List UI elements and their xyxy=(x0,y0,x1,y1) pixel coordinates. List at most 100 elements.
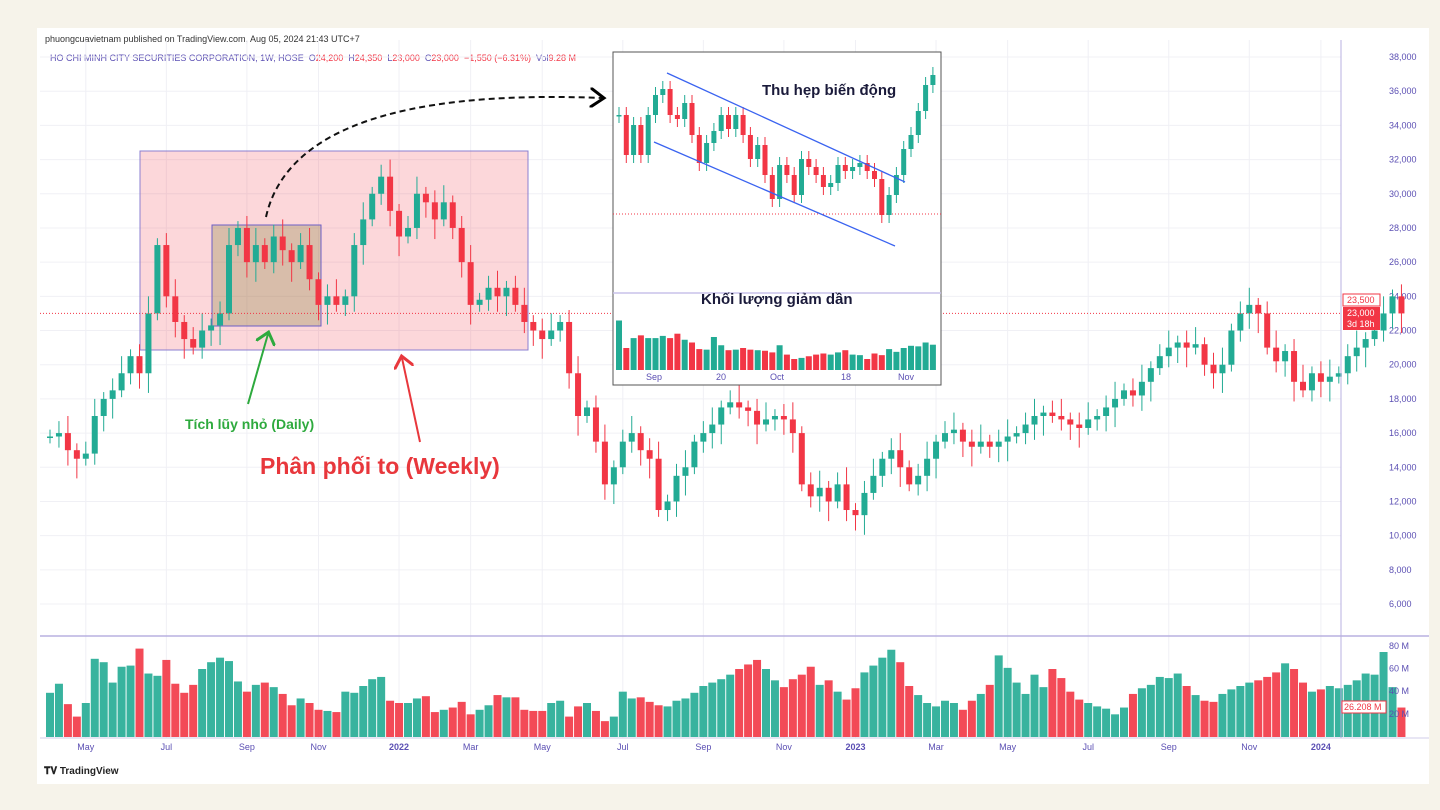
volume-bar xyxy=(708,682,717,737)
candle-body xyxy=(771,415,778,420)
volume-bar xyxy=(1102,708,1111,737)
inset-volume-bar xyxy=(929,344,936,370)
volume-tick: 20 M xyxy=(1389,709,1409,719)
time-tick: Sep xyxy=(695,742,711,752)
candle-body xyxy=(485,287,492,300)
inset-volume-bar xyxy=(681,339,688,370)
inset-candle-body xyxy=(872,171,877,179)
candle-body xyxy=(1201,344,1208,365)
volume-bar xyxy=(618,691,627,737)
volume-bar xyxy=(887,649,896,737)
candle-body xyxy=(1049,412,1056,416)
candle-body xyxy=(190,339,197,348)
candle-body xyxy=(288,250,295,263)
volume-bar xyxy=(1227,689,1236,737)
candle-body xyxy=(163,245,170,297)
candle-body xyxy=(682,467,689,476)
volume-bar xyxy=(636,697,645,737)
candle-body xyxy=(82,453,89,459)
candle-body xyxy=(1308,373,1315,391)
countdown-label: 3d 18h xyxy=(1347,319,1375,329)
inset-volume-bar xyxy=(813,354,820,370)
candle-body xyxy=(243,227,250,263)
inset-candle-body xyxy=(835,165,841,183)
inset-volume-bar xyxy=(725,350,732,370)
volume-bar xyxy=(654,705,663,737)
volume-bar xyxy=(905,686,914,737)
inset-candle-body xyxy=(696,135,702,163)
volume-bar xyxy=(484,705,493,737)
candle-body xyxy=(1282,351,1289,362)
candle-body xyxy=(575,373,582,416)
volume-bar xyxy=(296,698,305,737)
volume-bar xyxy=(824,680,833,737)
volume-bar xyxy=(779,687,788,737)
inset-channel-upper xyxy=(666,72,906,183)
volume-bar xyxy=(502,697,511,737)
inset-candle-body xyxy=(842,165,848,171)
volume-tick: 80 M xyxy=(1389,641,1409,651)
volume-bar xyxy=(806,666,815,737)
candle-body xyxy=(673,475,680,502)
candle-body xyxy=(548,330,555,340)
inset-candle-body xyxy=(645,115,651,155)
candle-body xyxy=(1362,339,1369,348)
volume-bar xyxy=(1245,682,1254,737)
inset-volume-bar xyxy=(645,338,652,370)
candle-body xyxy=(199,330,206,348)
inset-volume-bar xyxy=(652,338,659,370)
volume-bar xyxy=(932,706,941,737)
inset-volume-bar xyxy=(747,349,754,370)
volume-bar xyxy=(609,716,618,737)
volume-bar xyxy=(117,666,126,737)
inset-time-tick: Sep xyxy=(646,372,662,382)
candle-body xyxy=(118,373,125,391)
candle-body xyxy=(995,441,1002,447)
volume-bar xyxy=(54,683,63,737)
volume-bar xyxy=(529,710,538,737)
candle-body xyxy=(1040,412,1047,416)
distribution-zone xyxy=(139,150,529,351)
volume-value: 9.28 M xyxy=(548,53,577,63)
volume-bar xyxy=(556,700,565,737)
candle-body xyxy=(1371,330,1378,340)
candle-body xyxy=(145,313,152,374)
volume-bar xyxy=(457,701,466,737)
volume-bar xyxy=(368,679,377,737)
price-tick: 22,000 xyxy=(1389,326,1417,336)
volume-bar xyxy=(430,712,439,737)
inset-volume-bar xyxy=(659,335,666,370)
candle-body xyxy=(387,176,394,211)
volume-bar xyxy=(1325,686,1334,737)
volume-bar xyxy=(949,703,958,737)
candle-body xyxy=(1058,415,1065,420)
time-tick: 2024 xyxy=(1311,742,1331,752)
volume-bar xyxy=(1334,688,1343,737)
inset-volume-bar xyxy=(769,352,776,370)
candle-body xyxy=(807,484,814,497)
candle-body xyxy=(333,296,340,305)
inset-candle-body xyxy=(799,159,804,195)
symbol-name[interactable]: HO CHI MINH CITY SECURITIES CORPORATION,… xyxy=(50,53,304,63)
volume-bar xyxy=(278,693,287,737)
candle-body xyxy=(512,287,519,305)
candle-body xyxy=(1067,419,1074,425)
volume-bar xyxy=(851,688,860,737)
candle-body xyxy=(109,390,116,399)
inset-volume-bar xyxy=(842,350,849,370)
volume-bar xyxy=(1299,682,1307,737)
volume-bar xyxy=(815,684,824,737)
candle-body xyxy=(637,433,644,451)
candle-body xyxy=(467,262,474,305)
inset-time-tick: 20 xyxy=(716,372,726,382)
candle-body xyxy=(217,313,224,326)
candle-body xyxy=(47,436,53,439)
candle-body xyxy=(369,193,376,220)
candle-body xyxy=(1165,347,1172,357)
volume-bar xyxy=(717,679,726,737)
volume-bar xyxy=(753,659,762,737)
inset-candle-body xyxy=(755,145,761,159)
volume-bar xyxy=(672,700,681,737)
inset-volume-bar xyxy=(915,346,922,370)
